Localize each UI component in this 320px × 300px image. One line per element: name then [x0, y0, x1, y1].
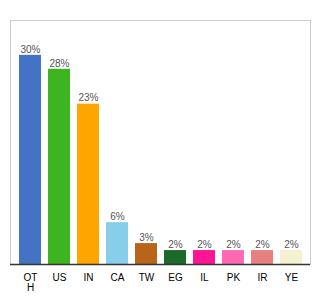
svg-text:IN: IN [84, 272, 94, 283]
svg-text:2%: 2% [168, 239, 183, 250]
svg-text:US: US [53, 272, 67, 283]
svg-text:YE: YE [285, 272, 299, 283]
svg-text:PK: PK [227, 272, 241, 283]
svg-text:IL: IL [200, 272, 209, 283]
svg-text:6%: 6% [110, 211, 125, 222]
svg-text:IR: IR [258, 272, 268, 283]
svg-text:30%: 30% [20, 44, 40, 55]
svg-text:OTH: OTH [24, 272, 38, 293]
svg-text:2%: 2% [255, 239, 270, 250]
svg-text:2%: 2% [284, 239, 299, 250]
svg-text:2%: 2% [226, 239, 241, 250]
svg-text:23%: 23% [78, 92, 98, 103]
svg-text:TW: TW [139, 272, 155, 283]
svg-text:CA: CA [111, 272, 125, 283]
svg-text:2%: 2% [197, 239, 212, 250]
svg-text:28%: 28% [49, 58, 69, 69]
svg-text:EG: EG [168, 272, 183, 283]
svg-text:3%: 3% [139, 232, 154, 243]
